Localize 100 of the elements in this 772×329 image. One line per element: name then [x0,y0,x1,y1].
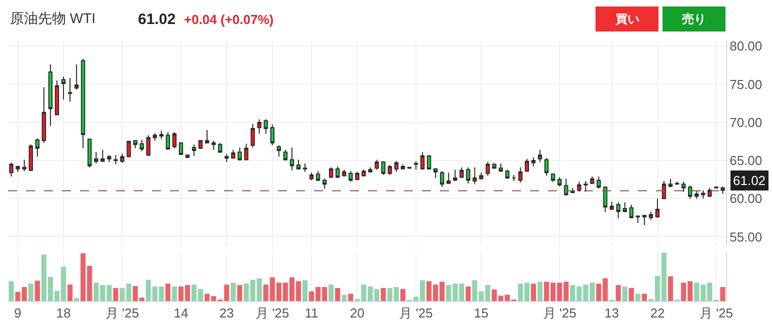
candlestick [550,172,556,182]
bar [328,284,334,301]
candlestick [394,160,398,172]
candlestick [616,202,620,219]
candlestick [166,132,170,150]
candlestick [362,169,366,177]
candlestick [212,140,216,150]
candlestick [708,187,712,198]
bar [635,294,640,301]
candlestick [577,181,582,192]
bar [348,294,354,301]
candlestick [238,147,242,161]
candlestick [440,170,444,188]
candlestick [414,160,418,170]
bar [237,285,242,301]
candlestick [381,160,386,176]
candlestick [544,158,549,176]
candlestick [662,180,666,200]
candlestick [61,76,66,100]
candlestick [642,214,647,226]
bar [230,282,236,301]
candlestick [114,154,118,165]
text: +0.04 (+0.07%) [184,12,274,27]
candlestick [531,156,536,168]
candlestick [16,165,20,172]
candlestick [140,139,144,152]
candlestick [368,166,372,174]
bar [172,286,177,301]
candlestick [400,164,405,170]
x-tick-label: 15 [474,306,488,321]
bar [74,298,80,301]
chart-title: 原油先物 WTI [10,10,96,26]
candlestick [159,130,164,140]
candlestick [636,214,640,224]
candlestick [518,166,522,184]
x-tick-label: 月 '25 [105,306,140,321]
bar [530,284,536,301]
candlestick [48,64,53,127]
y-tick-label: 60.00 [730,191,762,206]
candlestick [460,166,464,178]
bar [113,288,118,301]
candlestick [296,159,301,170]
bar [342,294,347,301]
candlestick [688,185,692,200]
candlestick [479,172,484,180]
candlestick [374,159,379,170]
candlestick [668,178,673,188]
candlestick [54,80,60,116]
bar [8,281,14,301]
candlestick [596,176,601,190]
candlestick [336,166,340,178]
candlestick [192,144,196,156]
candlestick [629,204,634,219]
x-tick-label: 月 '25 [699,306,733,321]
candlestick [120,153,124,164]
candlestick [224,154,229,162]
candlestick [178,142,184,156]
candlestick [446,172,451,184]
candlestick [250,123,255,148]
candlestick [231,149,236,159]
x-tick-label: 22 [650,306,665,321]
candlestick [264,118,268,134]
candlestick [218,142,222,154]
candlestick [35,138,40,158]
candlestick [426,154,432,170]
y-tick-label: 80.00 [730,38,762,54]
candlestick [290,147,294,171]
x-tick-label: 14 [174,306,188,321]
candlestick [498,163,503,172]
candlestick [557,176,562,187]
candlestick [538,149,542,162]
x-tick-label: 23 [219,306,234,321]
candlestick [584,180,588,192]
x-tick-label: 11 [304,306,318,321]
x-tick-label: 18 [56,306,71,321]
candlestick [564,178,568,196]
candlestick [512,174,516,182]
bar [165,284,170,301]
candlestick [276,144,281,158]
bar [616,285,621,301]
candlestick [9,162,14,177]
text: 買い [614,12,640,26]
candlestick [655,198,660,218]
candlestick [622,202,627,213]
candlestick [322,178,327,190]
candlestick [198,140,203,150]
candlestick [420,152,425,170]
candlestick [152,132,157,142]
candlestick [146,134,150,156]
bar [335,288,340,301]
candlestick [302,163,308,172]
candlestick [28,144,33,172]
x-tick-label: 13 [604,306,620,321]
x-tick-label: 月 '25 [542,306,576,321]
candlestick [720,186,725,194]
candlestick [453,169,458,182]
candlestick [466,166,470,184]
bar [67,284,73,301]
x-tick-label: 20 [350,306,364,321]
bar [380,288,386,301]
